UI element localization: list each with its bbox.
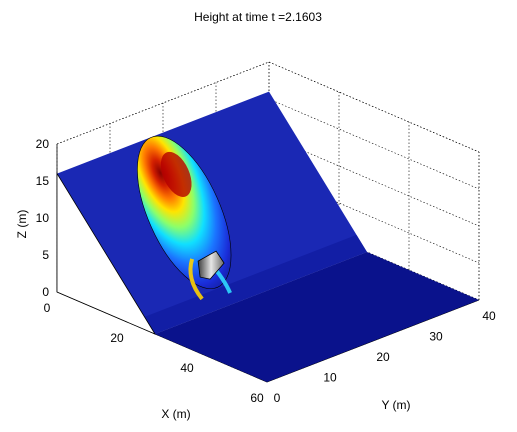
z-tick-label: 20	[36, 137, 50, 151]
landslide-mass	[137, 135, 232, 290]
chart-title: Height at time t =2.1603	[194, 10, 322, 24]
obstacle	[197, 250, 225, 280]
grid-line	[268, 172, 480, 264]
z-tick-label: 0	[42, 285, 49, 299]
y-axis-label: Y (m)	[381, 398, 410, 412]
z-tick-label: 5	[42, 248, 49, 262]
z-tick-label: 10	[36, 211, 50, 225]
surface	[56, 91, 479, 382]
peak-region	[160, 151, 192, 197]
x-tick-label: 20	[110, 331, 124, 345]
z-tick-label: 15	[36, 174, 50, 188]
x-tick-label: 40	[180, 361, 194, 375]
slope-toe	[144, 234, 367, 334]
x-tick-label: 60	[250, 391, 264, 405]
y-tick-label: 0	[274, 391, 281, 405]
x-axis-label: X (m)	[161, 407, 190, 421]
box-edge	[56, 61, 270, 145]
y-tick-label: 10	[323, 371, 337, 385]
x-tick-label: 0	[44, 301, 51, 315]
grid-line	[268, 61, 480, 153]
grid-line	[268, 98, 480, 190]
box-edge	[268, 61, 480, 153]
ground-face	[155, 252, 479, 382]
slope-side-face	[56, 172, 156, 335]
y-tick-label: 20	[376, 350, 390, 364]
z-axis-label: Z (m)	[15, 210, 29, 239]
grid-line	[268, 135, 480, 227]
tick-labels: 0 5 10 15 20 0 20 40 60 0 10 20 30 40	[36, 137, 496, 405]
wake-left	[188, 258, 204, 301]
y-tick-label: 40	[482, 309, 496, 323]
y-tick-label: 30	[429, 330, 443, 344]
